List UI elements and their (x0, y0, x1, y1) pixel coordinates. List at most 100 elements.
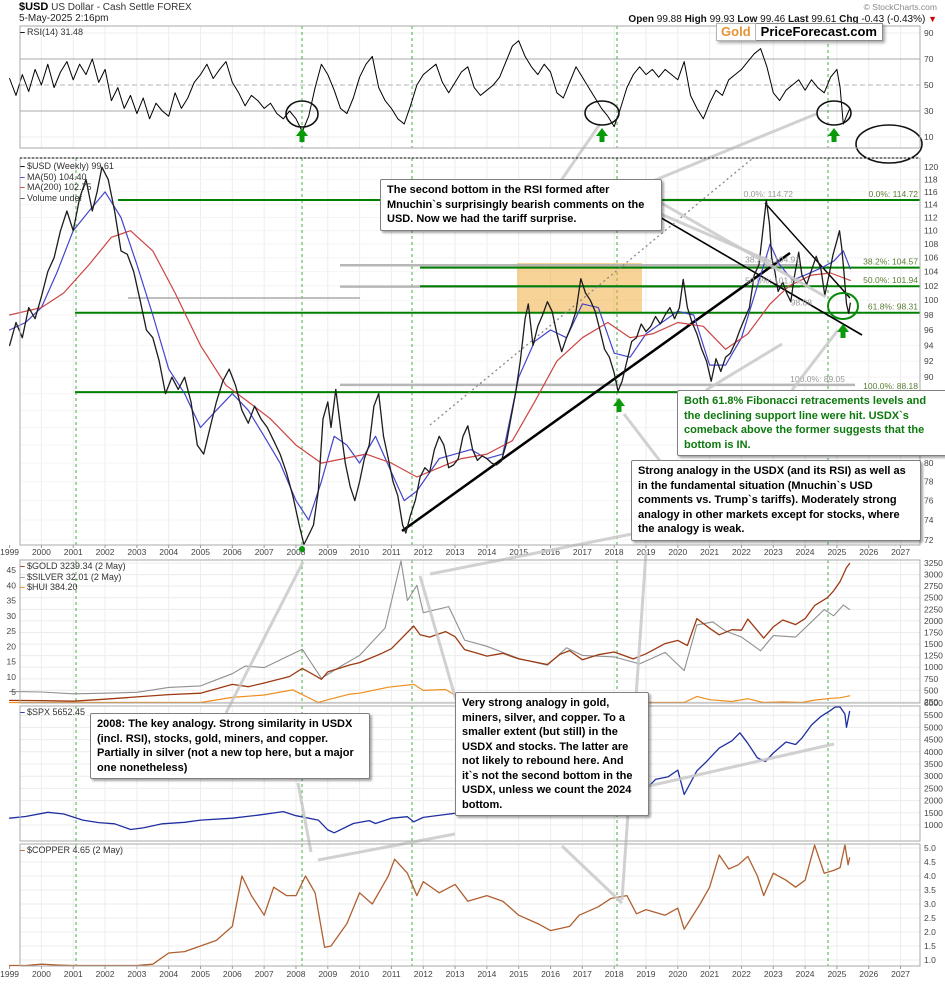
svg-text:2250: 2250 (924, 604, 943, 614)
svg-text:2005: 2005 (191, 547, 210, 557)
svg-text:10: 10 (924, 132, 934, 142)
svg-text:100.0%: 88.18: 100.0%: 88.18 (863, 381, 918, 391)
legend-item: – $COPPER 4.65 (2 May) (20, 845, 124, 855)
svg-text:2024: 2024 (796, 969, 815, 979)
header-right: © StockCharts.com Open 99.88 High 99.93 … (628, 1, 937, 26)
copyright: © StockCharts.com (863, 2, 937, 12)
svg-text:4000: 4000 (924, 747, 943, 757)
svg-text:2011: 2011 (382, 547, 401, 557)
svg-text:92: 92 (924, 356, 934, 366)
svg-text:72: 72 (924, 535, 934, 545)
svg-text:2011: 2011 (382, 969, 401, 979)
svg-text:2013: 2013 (446, 969, 465, 979)
svg-text:78: 78 (924, 477, 934, 487)
legend-item: – RSI(14) 31.48 (20, 27, 84, 37)
svg-text:2008: 2008 (287, 969, 306, 979)
svg-text:2015: 2015 (509, 969, 528, 979)
svg-text:2013: 2013 (446, 547, 465, 557)
green-up-arrow-icon (828, 128, 840, 142)
svg-text:5500: 5500 (924, 710, 943, 720)
svg-text:5000: 5000 (924, 722, 943, 732)
legend-item: – MA(200) 102.75 (20, 182, 92, 192)
svg-text:114: 114 (924, 200, 938, 210)
svg-text:106: 106 (924, 253, 938, 263)
svg-text:80: 80 (924, 458, 934, 468)
svg-text:98.88: 98.88 (791, 297, 813, 307)
svg-text:2004: 2004 (159, 547, 178, 557)
svg-text:2016: 2016 (541, 969, 560, 979)
svg-text:6000: 6000 (924, 698, 943, 708)
svg-text:10: 10 (7, 672, 17, 682)
green-vertical-datelines (75, 26, 829, 966)
svg-text:2018: 2018 (605, 547, 624, 557)
svg-text:3.5: 3.5 (924, 885, 936, 895)
metals-series (8, 560, 851, 704)
chart-header: $USD US Dollar - Cash Settle FOREX 5-May… (19, 1, 192, 25)
svg-text:2024: 2024 (796, 547, 815, 557)
svg-text:2500: 2500 (924, 783, 943, 793)
rsi-bottom-ellipses (285, 100, 923, 164)
svg-text:3250: 3250 (924, 558, 943, 568)
svg-text:110: 110 (924, 226, 938, 236)
svg-text:1250: 1250 (924, 651, 943, 661)
svg-text:2023: 2023 (764, 547, 783, 557)
green-up-arrow-icon (596, 128, 608, 142)
svg-text:2001: 2001 (64, 969, 83, 979)
svg-text:104: 104 (924, 267, 938, 277)
ohlc-quote-line: Open 99.88 High 99.93 Low 99.46 Last 99.… (628, 14, 937, 25)
usd-price-series (8, 166, 851, 546)
svg-text:2.0: 2.0 (924, 927, 936, 937)
svg-text:30: 30 (924, 106, 934, 116)
svg-text:45: 45 (7, 565, 17, 575)
svg-text:2000: 2000 (32, 547, 51, 557)
annotation-box-very-strong-analogy: Very strong analogy in gold, miners, sil… (455, 692, 649, 816)
legend-item: – MA(50) 104.40 (20, 171, 87, 182)
svg-text:2003: 2003 (127, 969, 146, 979)
svg-text:2019: 2019 (637, 547, 656, 557)
svg-text:2022: 2022 (732, 547, 751, 557)
svg-text:0.0%: 114.72: 0.0%: 114.72 (744, 189, 794, 199)
annotation-box-strong-analogy: Strong analogy in the USDX (and its RSI)… (631, 460, 921, 541)
chg-down-icon: ▼ (928, 14, 937, 24)
svg-text:2000: 2000 (924, 796, 943, 806)
svg-text:25: 25 (7, 626, 17, 636)
svg-text:70: 70 (924, 54, 934, 64)
bottom-circle-icon (584, 100, 620, 126)
svg-text:2017: 2017 (573, 547, 592, 557)
badge-site-label: PriceForecast.com (755, 23, 883, 41)
rsi-series (9, 40, 851, 133)
svg-text:2009: 2009 (318, 969, 337, 979)
svg-text:2018: 2018 (605, 969, 624, 979)
svg-text:90: 90 (924, 28, 934, 38)
svg-text:1750: 1750 (924, 627, 943, 637)
svg-text:96: 96 (924, 325, 934, 335)
svg-text:2009: 2009 (318, 547, 337, 557)
green-arrows (296, 128, 849, 412)
svg-text:2750: 2750 (924, 581, 943, 591)
svg-text:0.0%: 114.72: 0.0%: 114.72 (869, 189, 919, 199)
svg-text:118: 118 (924, 174, 938, 184)
legend-item: – $HUI 384.20 (20, 582, 78, 592)
svg-text:98: 98 (924, 310, 934, 320)
svg-text:1.0: 1.0 (924, 955, 936, 965)
svg-text:100.0%: 89.05: 100.0%: 89.05 (790, 374, 845, 384)
legend-item: – $USD (Weekly) 99.61 (20, 161, 114, 171)
svg-text:2016: 2016 (541, 547, 560, 557)
svg-text:50.0%: 101.89: 50.0%: 101.89 (745, 276, 800, 286)
svg-text:1000: 1000 (924, 820, 943, 830)
legend-item: – $GOLD 3239.34 (2 May) (20, 561, 126, 571)
svg-text:2002: 2002 (96, 969, 115, 979)
symbol: $USD (19, 1, 49, 13)
svg-text:2.5: 2.5 (924, 913, 936, 923)
svg-text:2015: 2015 (509, 547, 528, 557)
copper-series (8, 844, 851, 967)
svg-text:94: 94 (924, 340, 934, 350)
legend-item: – $SILVER 32.01 (2 May) (20, 571, 122, 582)
svg-text:3000: 3000 (924, 771, 943, 781)
svg-text:61.8%: 98.31: 61.8%: 98.31 (868, 302, 918, 312)
svg-text:2007: 2007 (255, 969, 274, 979)
svg-text:2020: 2020 (668, 547, 687, 557)
svg-text:2500: 2500 (924, 593, 943, 603)
svg-text:2019: 2019 (637, 969, 656, 979)
